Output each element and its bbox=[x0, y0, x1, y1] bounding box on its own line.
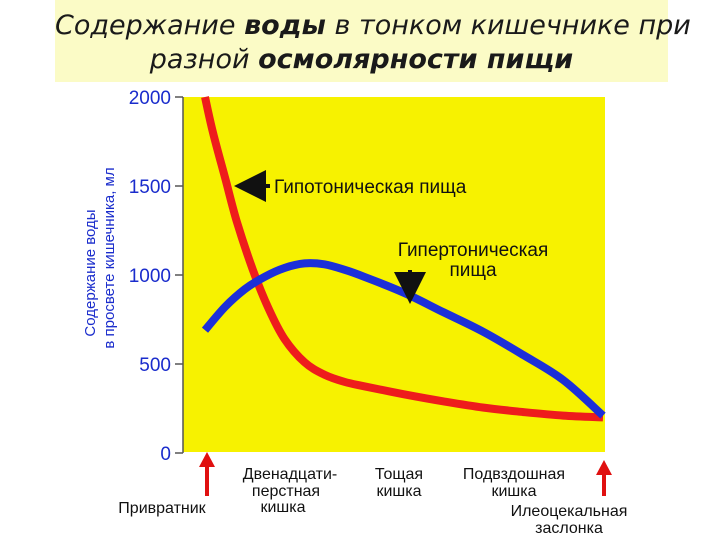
plot-area bbox=[183, 97, 605, 452]
ileocecal-label-line-2: заслонка bbox=[535, 520, 603, 537]
pylorus-label: Привратник bbox=[118, 500, 206, 517]
y-tick-label: 0 bbox=[160, 444, 171, 465]
series-hypotonic-line bbox=[201, 96, 604, 422]
segment-labels: Двенадцати- перстная кишка Тощая кишка П… bbox=[243, 466, 565, 516]
pylorus-marker: Привратник bbox=[118, 452, 215, 517]
ileocecal-label-line-1: Илеоцекальная bbox=[511, 503, 628, 520]
title-line-2: разной осмолярности пищи bbox=[149, 44, 574, 75]
y-axis-label: Содержание воды в просвете кишечника, мл bbox=[82, 167, 118, 348]
segment-ileum-line-1: Подвздошная bbox=[463, 466, 565, 483]
ileocecal-arrowhead bbox=[596, 460, 612, 475]
title-box: Содержание воды в тонком кишечнике при р… bbox=[55, 0, 691, 82]
title-line-1: Содержание воды в тонком кишечнике при bbox=[55, 10, 691, 41]
hypertonic-annotation-label-line-2: пища bbox=[449, 260, 497, 281]
series-group bbox=[201, 96, 606, 422]
series-hypertonic-line bbox=[201, 259, 606, 419]
hypertonic-annotation: Гипертоническая пища bbox=[394, 240, 549, 304]
y-tick-label: 2000 bbox=[129, 88, 171, 109]
y-tick-label: 500 bbox=[139, 355, 171, 376]
segment-duodenum-line-1: Двенадцати- bbox=[243, 466, 337, 483]
y-axis-label-line-2: в просвете кишечника, мл bbox=[101, 167, 118, 348]
pylorus-arrowhead bbox=[199, 452, 215, 467]
hypertonic-annotation-label-line-1: Гипертоническая bbox=[398, 240, 549, 261]
hypotonic-annotation-label: Гипотоническая пища bbox=[274, 177, 467, 198]
y-tick-label: 1500 bbox=[129, 177, 171, 198]
segment-jejunum-line-2: кишка bbox=[376, 483, 421, 500]
ileocecal-marker: Илеоцекальная заслонка bbox=[511, 460, 628, 537]
segment-duodenum-line-3: кишка bbox=[260, 499, 305, 516]
segment-ileum-line-2: кишка bbox=[491, 483, 536, 500]
y-tick-label: 1000 bbox=[129, 266, 171, 287]
segment-jejunum-line-1: Тощая bbox=[375, 466, 423, 483]
segment-duodenum-line-2: перстная bbox=[252, 483, 320, 500]
y-axis: 2000 1500 1000 500 0 bbox=[129, 88, 184, 465]
hypotonic-annotation: Гипотоническая пища bbox=[234, 170, 467, 202]
y-axis-label-line-1: Содержание воды bbox=[82, 209, 99, 336]
